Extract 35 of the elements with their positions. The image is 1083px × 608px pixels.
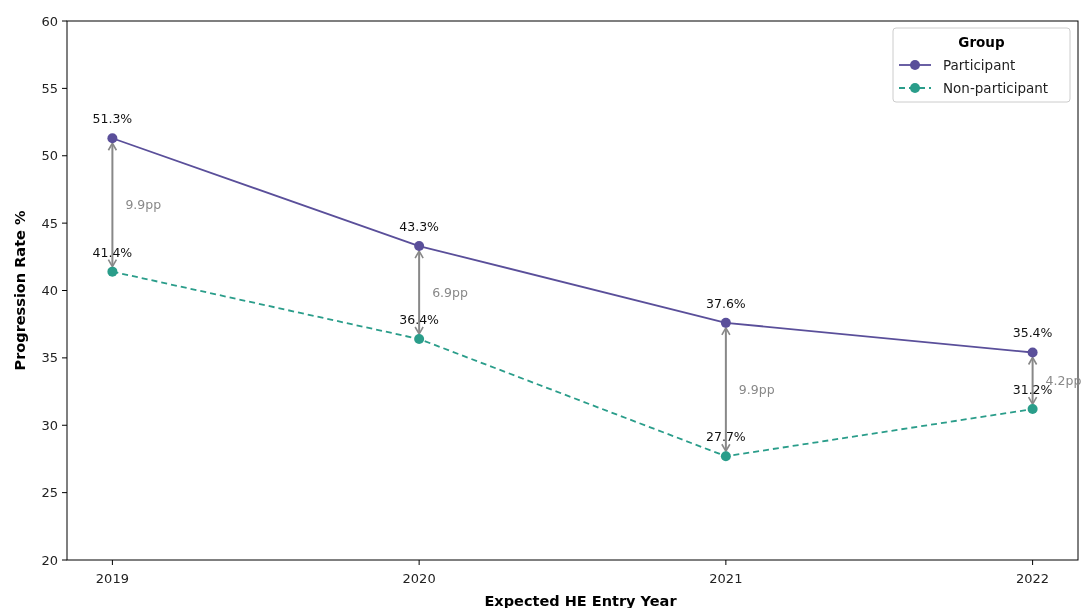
x-tick-label: 2019 bbox=[95, 571, 129, 586]
data-label: 41.4% bbox=[92, 244, 133, 260]
legend-title: Group bbox=[958, 34, 1005, 50]
data-label: 51.3% bbox=[92, 111, 133, 127]
point bbox=[1027, 404, 1038, 415]
point bbox=[107, 266, 118, 277]
y-tick-label: 45 bbox=[41, 215, 58, 231]
data-label: 37.6% bbox=[706, 295, 746, 311]
y-tick-label: 50 bbox=[41, 148, 58, 164]
annotation: 9.9pp bbox=[125, 197, 162, 213]
annotation: 9.9pp bbox=[738, 381, 775, 397]
y-tick-label: 40 bbox=[41, 283, 58, 299]
point bbox=[1027, 347, 1038, 358]
legend-label: Non-participant bbox=[943, 79, 1049, 96]
point bbox=[414, 334, 425, 345]
y-tick-label: 35 bbox=[41, 350, 58, 366]
point bbox=[107, 133, 118, 144]
data-label: 43.3% bbox=[399, 219, 440, 235]
annotation: 6.9pp bbox=[432, 284, 468, 300]
y-tick-label: 20 bbox=[41, 552, 58, 568]
data-label: 35.4% bbox=[1012, 325, 1053, 341]
x-tick-label: 2022 bbox=[1016, 571, 1050, 586]
point bbox=[720, 317, 731, 328]
y-axis-title: Progression Rate % bbox=[12, 210, 28, 371]
y-tick-label: 30 bbox=[41, 417, 58, 433]
x-tick-label: 2020 bbox=[402, 571, 436, 586]
point bbox=[720, 451, 731, 462]
data-label: 36.4% bbox=[399, 312, 440, 328]
y-tick-label: 60 bbox=[41, 13, 58, 29]
legend-label: Participant bbox=[943, 56, 1016, 73]
point bbox=[414, 241, 425, 252]
y-tick-label: 25 bbox=[41, 485, 58, 501]
x-tick-label: 2021 bbox=[709, 571, 743, 586]
data-label: 27.7% bbox=[706, 429, 746, 445]
y-tick-label: 55 bbox=[41, 80, 58, 96]
